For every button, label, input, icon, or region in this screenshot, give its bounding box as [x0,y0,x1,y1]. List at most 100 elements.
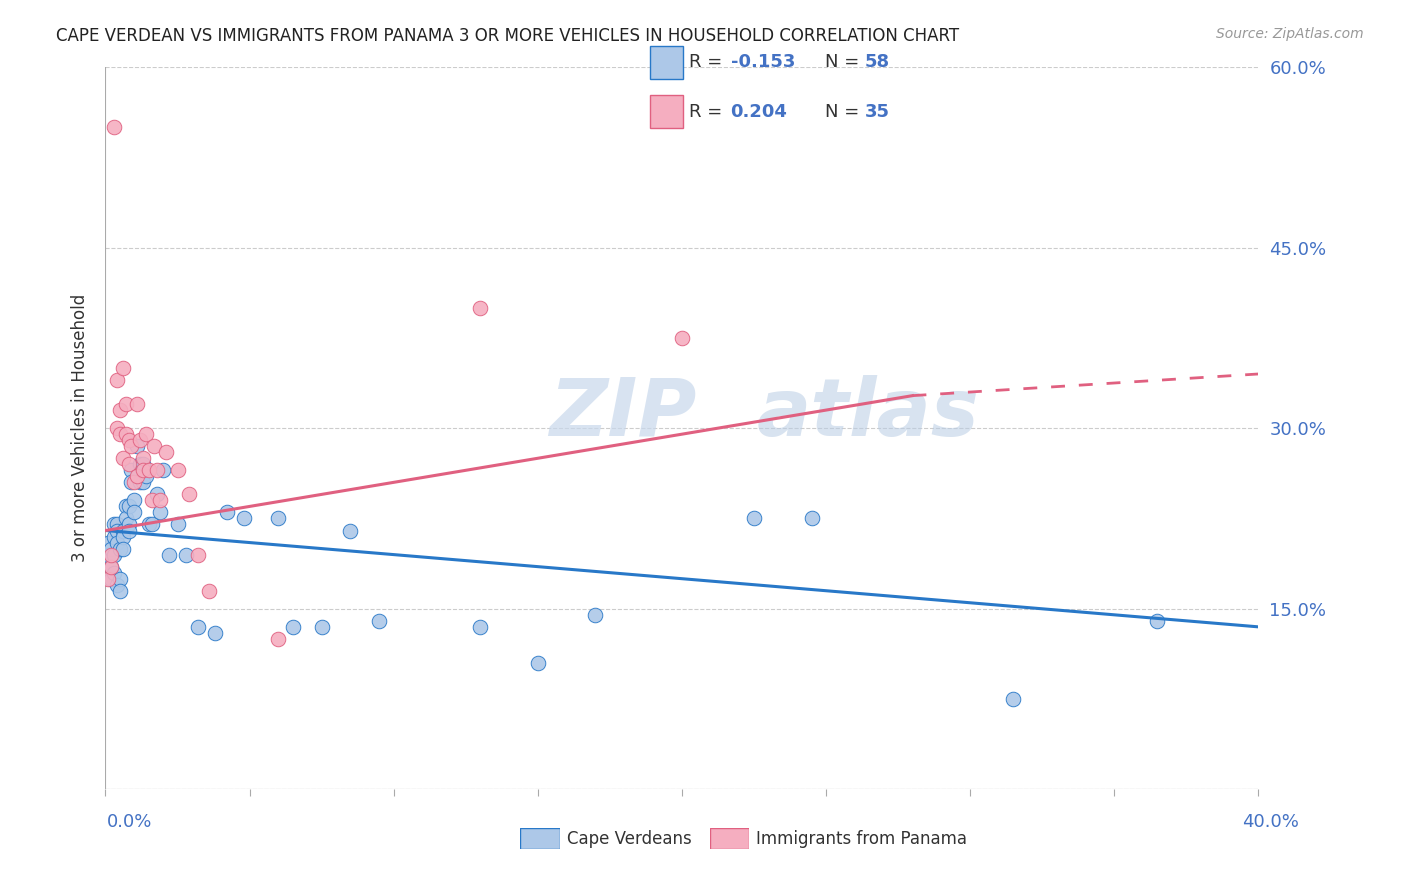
Point [105,535,128,549]
Point [120,439,142,453]
Point [166,517,188,532]
Point [103,566,125,580]
Point [232,511,254,525]
Point [127,439,149,453]
Point [105,578,128,592]
Text: -0.153: -0.153 [731,54,794,71]
Point [108,572,131,586]
Point [100,541,122,556]
Point [177,487,200,501]
FancyBboxPatch shape [650,95,683,128]
Point [671,331,693,345]
Point [157,548,180,562]
Point [129,434,152,448]
Point [127,397,149,411]
Point [311,620,333,634]
Point [1002,692,1025,706]
Text: 0.204: 0.204 [731,103,787,120]
Text: atlas: atlas [756,375,980,453]
Point [132,463,155,477]
Text: Source: ZipAtlas.com: Source: ZipAtlas.com [1216,27,1364,41]
Point [124,475,146,490]
Point [368,614,391,628]
Point [198,583,221,598]
Point [111,530,134,544]
Point [155,445,177,459]
FancyBboxPatch shape [650,46,683,78]
Point [111,524,134,538]
Point [114,397,136,411]
Point [470,620,492,634]
Point [120,475,142,490]
Point [470,301,492,315]
Text: 58: 58 [865,54,890,71]
Point [117,524,139,538]
Point [339,524,361,538]
Point [149,505,172,519]
Point [100,559,122,574]
Point [105,421,128,435]
Point [1146,614,1168,628]
Point [135,469,157,483]
Text: ZIP: ZIP [550,375,697,453]
Text: 35: 35 [865,103,890,120]
Text: 40.0%: 40.0% [1243,814,1299,831]
Point [141,517,163,532]
Point [105,524,128,538]
Text: R =: R = [689,54,728,71]
Point [149,493,172,508]
Point [281,620,304,634]
Point [108,403,131,417]
Point [215,505,238,519]
Point [100,559,122,574]
Y-axis label: 3 or more Vehicles in Household: 3 or more Vehicles in Household [70,294,89,562]
Point [97,572,120,586]
Point [132,475,155,490]
Point [267,511,290,525]
Point [585,607,607,622]
Point [127,469,149,483]
Point [166,463,188,477]
Point [111,361,134,376]
Point [114,511,136,525]
FancyBboxPatch shape [520,828,560,849]
Point [187,548,209,562]
Point [117,517,139,532]
Point [100,548,122,562]
FancyBboxPatch shape [710,828,749,849]
Point [117,434,139,448]
Point [141,493,163,508]
Text: CAPE VERDEAN VS IMMIGRANTS FROM PANAMA 3 OR MORE VEHICLES IN HOUSEHOLD CORRELATI: CAPE VERDEAN VS IMMIGRANTS FROM PANAMA 3… [56,27,959,45]
Point [267,632,290,646]
Point [108,541,131,556]
Point [103,548,125,562]
Point [114,427,136,442]
Point [117,500,139,514]
Point [100,572,122,586]
Point [800,511,823,525]
Point [108,427,131,442]
Point [146,463,169,477]
Text: N =: N = [825,103,865,120]
Point [105,373,128,387]
Point [97,548,120,562]
Point [187,620,209,634]
Point [103,517,125,532]
Point [143,439,166,453]
Point [124,505,146,519]
Text: Immigrants from Panama: Immigrants from Panama [756,830,967,848]
Point [204,626,226,640]
Text: R =: R = [689,103,728,120]
Text: 0.0%: 0.0% [107,814,152,831]
Point [129,457,152,471]
Point [97,535,120,549]
Point [111,541,134,556]
Point [138,463,160,477]
Point [742,511,765,525]
Point [103,530,125,544]
Point [111,451,134,466]
Point [138,517,160,532]
Point [114,500,136,514]
Point [146,487,169,501]
Point [108,583,131,598]
